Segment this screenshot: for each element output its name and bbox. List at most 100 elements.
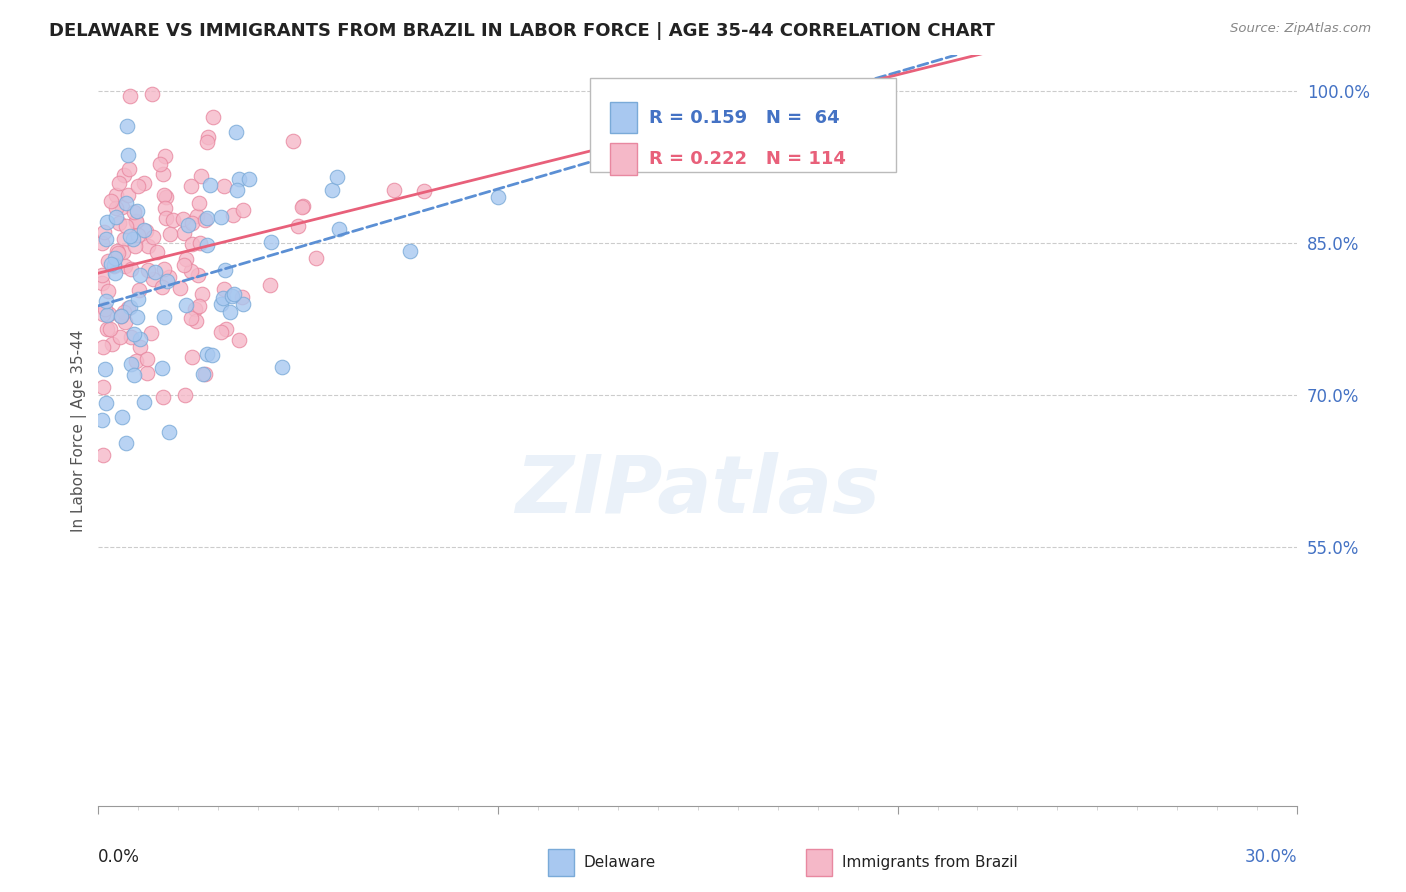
Point (222, 286, 245, 301)
Point (486, 190, 509, 204)
Point (114, 315, 136, 329)
Point (134, 394, 156, 409)
Point (188, 299, 211, 313)
Point (142, 271, 165, 285)
Point (155, 202, 177, 216)
Point (305, 251, 328, 265)
Point (120, 330, 142, 344)
Point (281, 134, 304, 148)
Point (228, 171, 250, 186)
Point (328, 222, 350, 236)
Point (412, 184, 434, 198)
Point (141, 326, 163, 341)
Point (180, 216, 202, 230)
Text: ZIPatlas: ZIPatlas (515, 451, 880, 530)
Bar (610, 102, 637, 134)
Point (238, 172, 260, 186)
Point (149, 157, 172, 171)
Point (174, 298, 197, 312)
Point (186, 209, 208, 223)
Point (181, 236, 204, 251)
Bar (548, 849, 574, 876)
Point (115, 196, 138, 211)
Point (157, 425, 180, 440)
Point (96, 254, 118, 268)
Point (96, 284, 118, 298)
Point (232, 296, 254, 310)
Point (209, 210, 232, 224)
Point (153, 149, 176, 163)
Point (98, 322, 121, 336)
Point (195, 135, 218, 149)
Point (117, 147, 139, 161)
Point (212, 282, 235, 296)
Point (162, 213, 184, 227)
Point (124, 353, 146, 368)
Point (184, 302, 207, 317)
Point (180, 264, 202, 278)
Point (232, 203, 254, 218)
Point (150, 280, 173, 294)
Point (111, 409, 134, 424)
Point (136, 367, 159, 381)
Point (132, 223, 155, 237)
Point (117, 301, 139, 315)
Point (190, 169, 212, 184)
Point (94, 362, 117, 376)
Point (110, 309, 132, 323)
Point (96, 396, 118, 410)
Point (169, 280, 191, 294)
Point (112, 244, 135, 259)
Point (127, 293, 149, 307)
Point (321, 183, 343, 197)
Point (172, 212, 194, 227)
Point (107, 216, 129, 230)
Point (188, 196, 211, 211)
Point (129, 268, 152, 282)
Point (103, 259, 125, 273)
Point (214, 179, 236, 194)
Point (127, 179, 149, 194)
Point (187, 268, 209, 282)
Point (226, 184, 249, 198)
Text: 30.0%: 30.0% (1244, 847, 1298, 865)
Point (135, 224, 157, 238)
Point (617, 157, 640, 171)
Point (399, 244, 422, 259)
Point (104, 202, 127, 216)
Point (193, 212, 215, 227)
Point (214, 263, 236, 277)
Point (115, 119, 138, 133)
Point (191, 287, 214, 301)
Point (153, 187, 176, 202)
Point (259, 278, 281, 293)
Text: Delaware: Delaware (583, 855, 657, 870)
Point (325, 169, 347, 184)
Point (91, 341, 114, 355)
Text: Immigrants from Brazil: Immigrants from Brazil (842, 855, 1018, 870)
Point (94, 232, 117, 246)
Point (111, 200, 134, 214)
Point (120, 262, 142, 277)
Point (221, 288, 243, 302)
Point (120, 229, 142, 244)
FancyBboxPatch shape (591, 78, 896, 171)
Point (100, 194, 122, 208)
Point (159, 227, 181, 241)
Point (104, 251, 127, 265)
Point (194, 368, 217, 382)
Point (118, 89, 141, 103)
Point (218, 305, 240, 319)
Point (152, 391, 174, 405)
Point (287, 219, 309, 233)
Point (136, 239, 159, 253)
Point (146, 245, 169, 260)
Point (153, 310, 176, 325)
Point (209, 297, 232, 311)
Point (197, 129, 219, 144)
Point (128, 332, 150, 346)
Point (104, 267, 127, 281)
Point (212, 291, 235, 305)
Point (91, 307, 114, 321)
Point (136, 263, 159, 277)
